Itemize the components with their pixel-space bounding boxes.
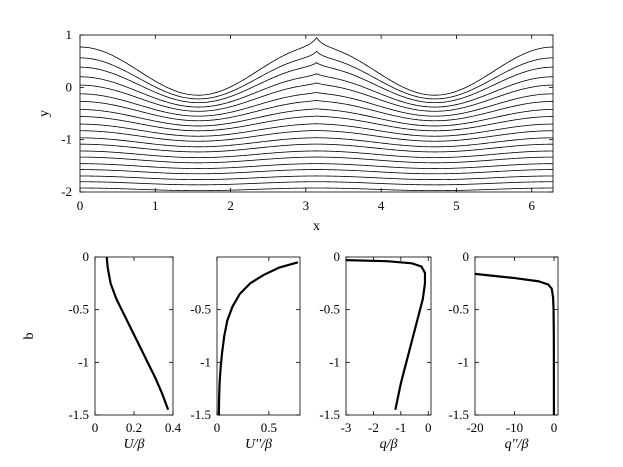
streamline-curve bbox=[79, 36, 554, 96]
streamlines-ytick-label: 1 bbox=[66, 27, 73, 42]
panel-q-frame bbox=[345, 256, 432, 416]
panel-U-xlabel: U/β bbox=[124, 437, 145, 452]
streamline-curve bbox=[79, 100, 554, 122]
streamlines-xlabel: x bbox=[313, 219, 320, 234]
streamline-curve bbox=[79, 62, 554, 104]
streamlines-ytick-label: -2 bbox=[61, 184, 72, 199]
streamlines-xtick-label: 5 bbox=[453, 198, 460, 213]
panel-Upp-ytick-label: -1 bbox=[200, 354, 211, 369]
panel-qpp-profile-line bbox=[474, 272, 556, 416]
panel-U-ytick-label: -1.5 bbox=[68, 407, 89, 422]
panel-qpp-ytick-label: -1.5 bbox=[448, 407, 469, 422]
streamline-curve bbox=[80, 91, 553, 117]
panel-q-xlabel: q/β bbox=[380, 437, 398, 452]
panel-qpp-frame bbox=[474, 256, 559, 416]
panel-Upp-xtick-label: 0.5 bbox=[261, 420, 277, 435]
panel-qpp-xtick-label: 0 bbox=[551, 420, 558, 435]
panel-qpp-ytick-label: -0.5 bbox=[448, 302, 469, 317]
panel-q-ytick-label: -0.5 bbox=[319, 302, 340, 317]
panel-q-profile-line bbox=[345, 259, 427, 410]
panel-q-xtick-label: -3 bbox=[341, 420, 352, 435]
streamline-curve bbox=[79, 115, 554, 132]
panel-q-ytick-label: -1.5 bbox=[319, 407, 340, 422]
streamline-curve bbox=[80, 123, 553, 137]
panel-qpp-xtick-label: -10 bbox=[506, 420, 523, 435]
panel-U-ytick-label: -1 bbox=[78, 354, 89, 369]
streamlines-xtick-label: 6 bbox=[528, 198, 535, 213]
panel-Upp-ytick-label: -1.5 bbox=[190, 407, 211, 422]
streamlines-ytick-label: 0 bbox=[66, 79, 73, 94]
panels-shared-ylabel: b bbox=[22, 333, 37, 340]
panel-U-ytick-label: -0.5 bbox=[68, 302, 89, 317]
panel-qpp-xtick-label: -20 bbox=[466, 420, 483, 435]
streamline-curve bbox=[80, 156, 553, 164]
streamline-curve bbox=[80, 137, 553, 148]
panel-Upp-ytick-label: -0.5 bbox=[190, 302, 211, 317]
panel-qpp-ytick-label: 0 bbox=[463, 249, 470, 264]
streamlines-xtick-label: 0 bbox=[77, 198, 84, 213]
panel-U-ytick-label: 0 bbox=[83, 249, 90, 264]
panel-U-profile-line bbox=[105, 256, 170, 411]
streamlines-curves bbox=[79, 36, 554, 192]
panel-U-xtick-label: 0.2 bbox=[126, 420, 142, 435]
streamlines-frame bbox=[79, 34, 554, 193]
streamline-curve bbox=[80, 181, 553, 186]
streamlines-ytick-label: -1 bbox=[61, 132, 72, 147]
panel-q-xtick-label: -2 bbox=[368, 420, 379, 435]
panel-Upp-xtick-label: 0 bbox=[214, 420, 221, 435]
panel-Upp-frame bbox=[216, 256, 301, 416]
streamlines-xtick-label: 2 bbox=[227, 198, 234, 213]
streamline-curve bbox=[80, 187, 553, 192]
panel-q-ytick-label: 0 bbox=[334, 249, 341, 264]
streamline-curve bbox=[79, 175, 554, 180]
panel-U-xtick-label: 0.4 bbox=[165, 420, 182, 435]
streamline-curve bbox=[79, 108, 554, 127]
streamline-curve bbox=[80, 169, 553, 175]
streamline-curve bbox=[80, 150, 553, 159]
panel-qpp-ytick-label: -1 bbox=[458, 354, 469, 369]
streamline-curve bbox=[80, 130, 553, 142]
panel-Upp-xlabel: U''/β bbox=[245, 437, 272, 452]
streamlines-xtick-label: 1 bbox=[152, 198, 159, 213]
streamlines-ylabel: y bbox=[37, 110, 52, 117]
streamline-curve bbox=[79, 73, 554, 108]
panel-qpp-xlabel: q''/β bbox=[505, 437, 529, 452]
streamline-curve bbox=[80, 163, 553, 169]
panel-q-xtick-label: -1 bbox=[395, 420, 406, 435]
panel-Upp-profile-line bbox=[217, 261, 299, 416]
panel-U-xtick-label: 0 bbox=[92, 420, 99, 435]
streamlines-xtick-label: 3 bbox=[303, 198, 310, 213]
streamline-curve bbox=[80, 143, 553, 153]
panel-q-xtick-label: 0 bbox=[425, 420, 432, 435]
streamline-curve bbox=[79, 50, 554, 100]
streamline-curve bbox=[79, 82, 554, 112]
streamlines-xtick-label: 4 bbox=[378, 198, 385, 213]
panel-q-ytick-label: -1 bbox=[329, 354, 340, 369]
